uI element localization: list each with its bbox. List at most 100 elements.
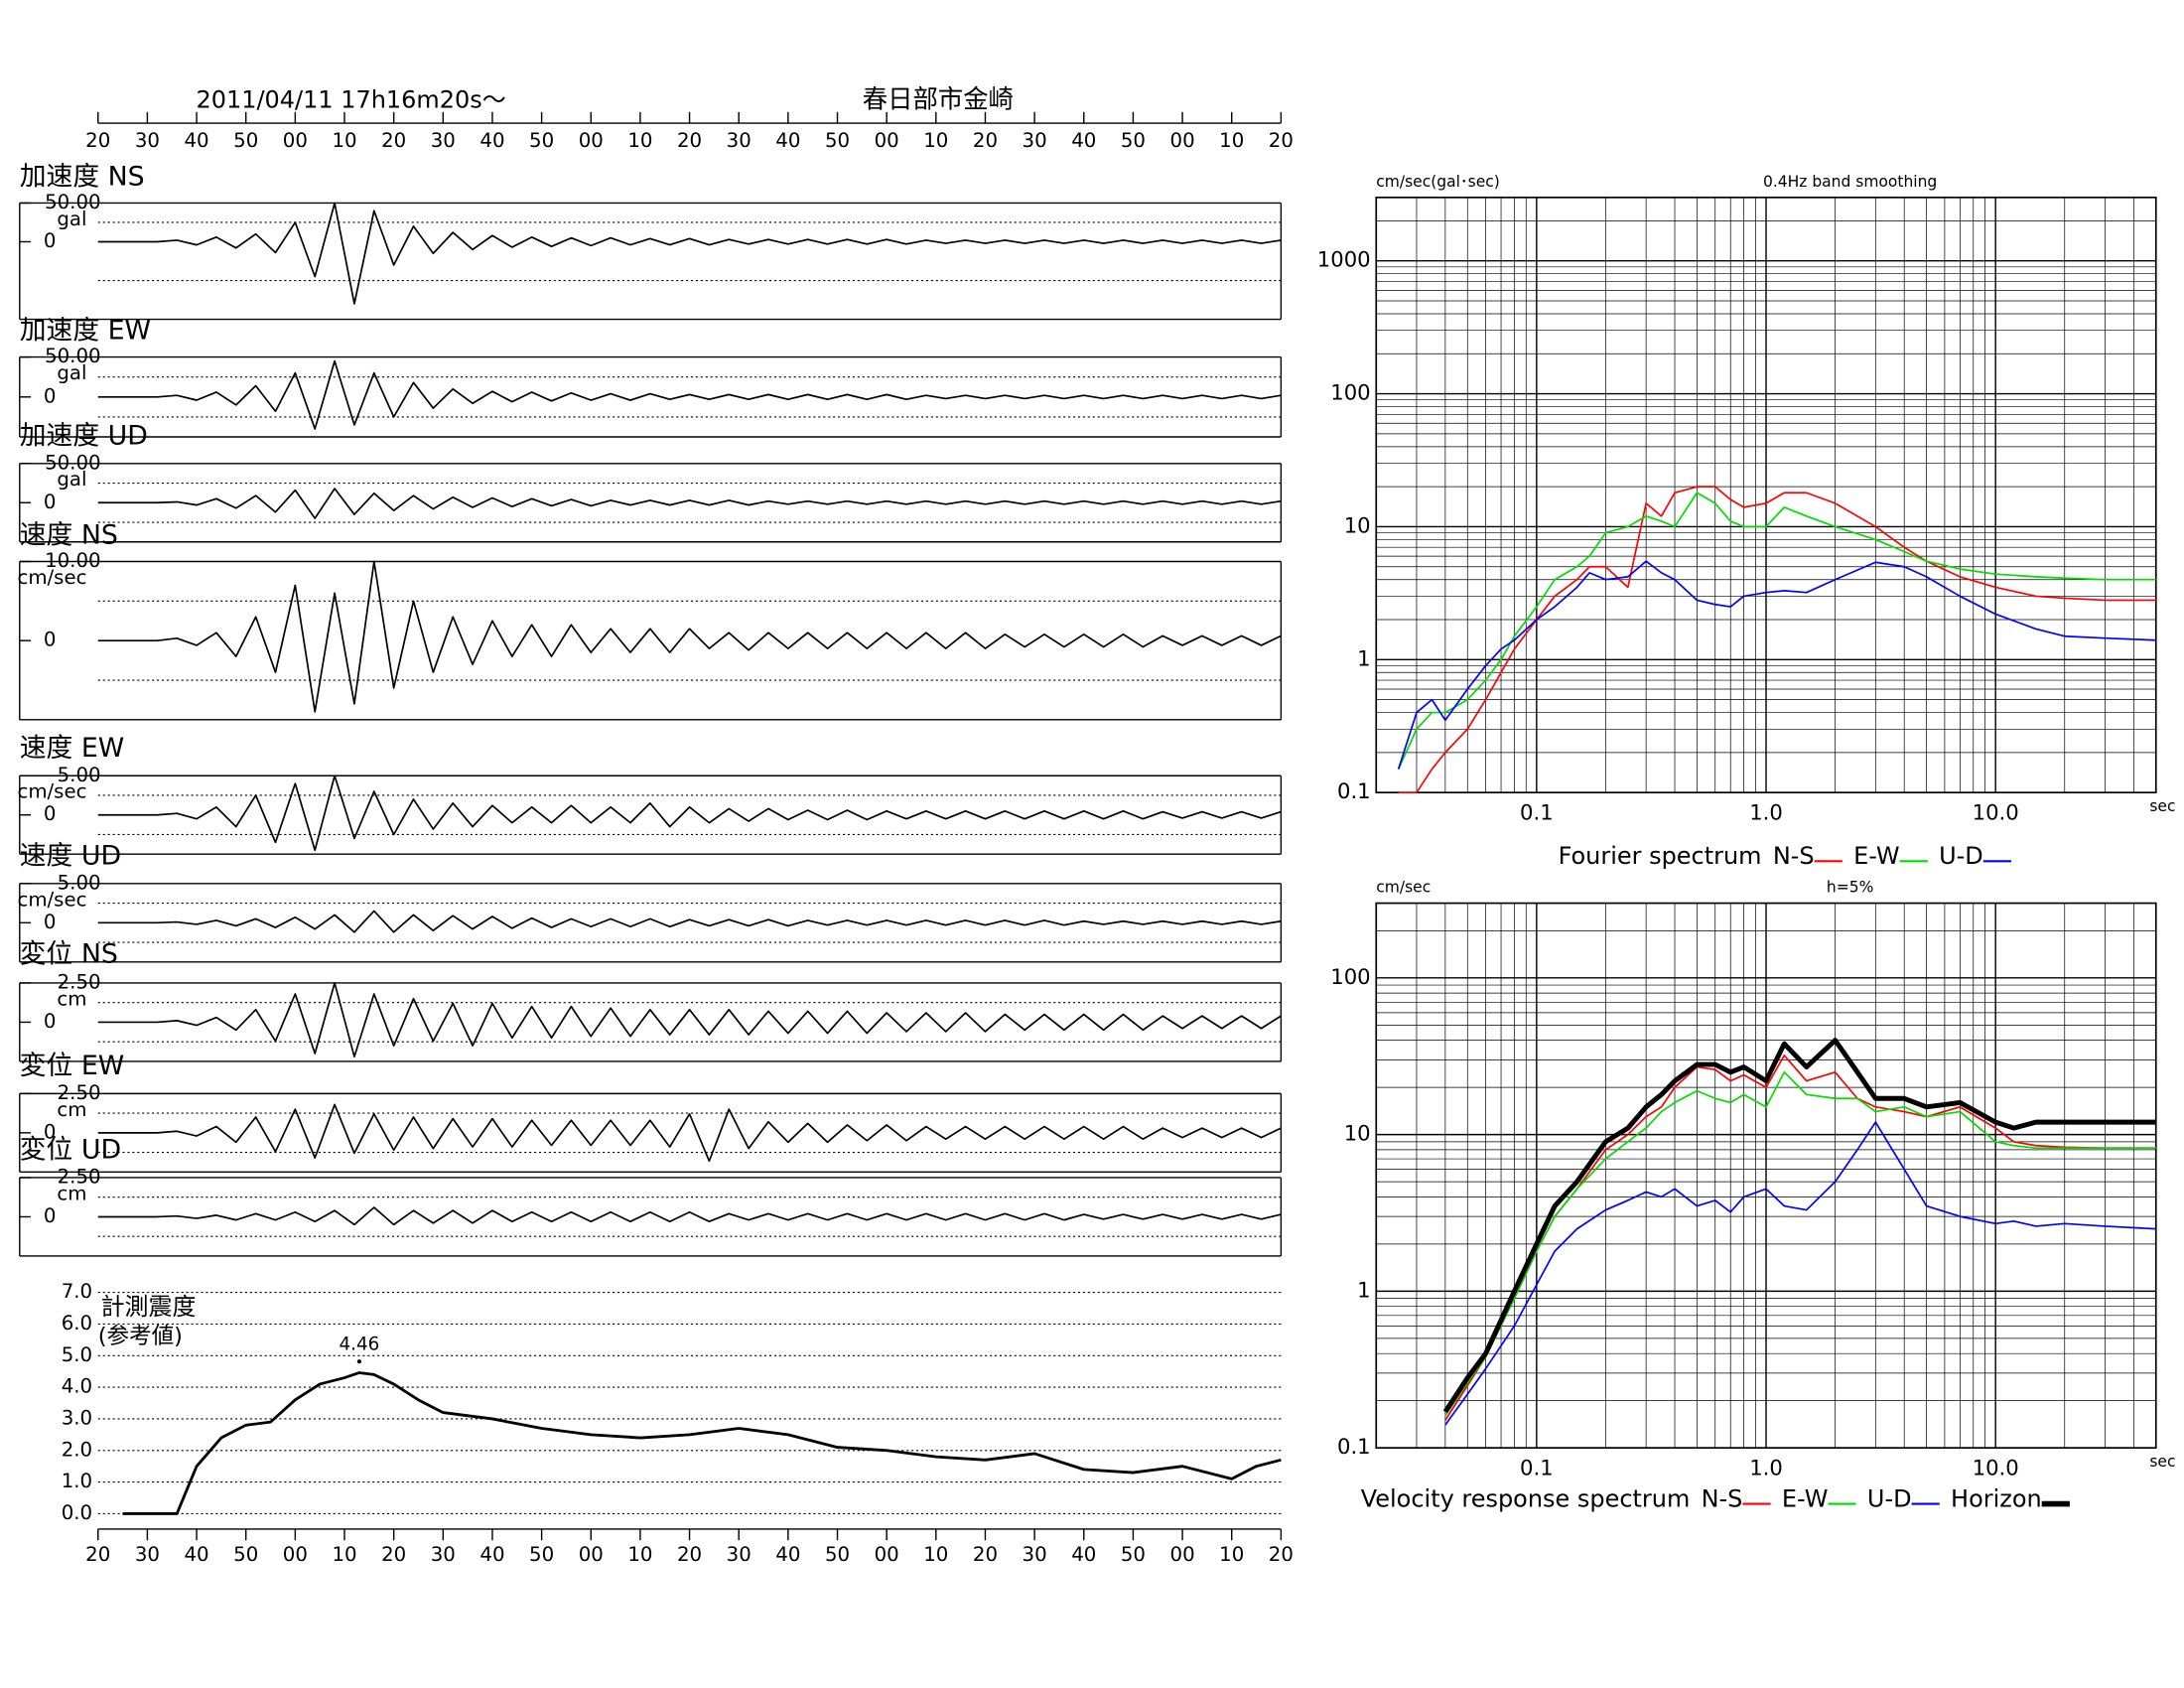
y-tick-label: 1 [1357,1277,1370,1302]
y-tick-label: 0 [44,1204,57,1227]
x-tick-label: 30 [431,1543,456,1566]
x-tick-label: 40 [775,129,800,152]
panel-unit: gal [57,361,86,384]
waveform-trace [97,560,1282,713]
x-tick-label: 20 [973,1543,998,1566]
y-tick-label: 3.0 [62,1406,92,1429]
chart-title: 計測震度 [101,1293,197,1321]
x-tick-label: 10 [627,129,652,152]
panel-unit: cm [57,1182,86,1204]
y-tick-label: 4.0 [62,1375,92,1398]
x-tick-label: 30 [431,129,456,152]
y-tick-label: 0 [44,384,57,407]
waveform-trace [97,1103,1282,1163]
y-tick-label: 2.50 [58,1165,101,1188]
panel-unit: cm/sec [17,566,86,589]
panel-label: 変位 NS [20,938,118,969]
chart-subtitle: (参考値) [98,1324,183,1349]
x-tick-label: 00 [579,1543,604,1566]
y-axis-unit: cm/sec [1376,879,1431,897]
panel-label: 加速度 NS [20,162,145,193]
y-tick-label: 2.50 [58,1081,101,1104]
peak-dot [356,1359,362,1364]
x-tick-label: 40 [1071,1543,1096,1566]
x-tick-label: 30 [135,1543,160,1566]
x-tick-label: 0.1 [1520,1455,1554,1479]
y-axis-unit: cm/sec(gal･sec) [1376,173,1500,191]
x-tick-label: 40 [479,1543,504,1566]
x-tick-label: 10 [627,1543,652,1566]
y-tick-label: 2.50 [58,970,101,993]
panel-label: 変位 UD [20,1135,121,1166]
panel-label: 速度 EW [20,733,124,764]
y-tick-label: 1 [1357,645,1370,670]
x-tick-label: 30 [135,129,160,152]
y-tick-label: 5.0 [62,1343,92,1366]
y-tick-label: 2.0 [62,1438,92,1461]
x-tick-label: 10 [332,129,356,152]
x-tick-label: 20 [1269,129,1294,152]
peak-label: 4.46 [339,1334,379,1354]
record-title: 2011/04/11 17h16m20s～ [196,86,505,114]
legend-label: N-S [1702,1484,1743,1512]
legend-label: U-D [1939,842,1983,870]
x-tick-label: 50 [1121,129,1146,152]
spectrum-line [1397,560,2156,770]
x-tick-label: 10.0 [1973,1455,2019,1479]
panel-label: 変位 EW [20,1051,124,1081]
x-tick-label: 10 [1219,129,1244,152]
chart-subtitle: h=5% [1827,879,1873,897]
x-tick-label: 00 [1170,1543,1195,1566]
x-tick-label: 50 [1121,1543,1146,1566]
y-tick-label: 10.00 [45,549,100,572]
y-tick-label: 5.00 [58,871,101,894]
y-tick-label: 0 [44,229,57,252]
x-tick-label: 40 [184,1543,208,1566]
x-tick-label: 10.0 [1973,799,2019,824]
x-tick-label: 40 [184,129,208,152]
x-tick-label: 20 [85,129,110,152]
x-tick-label: 50 [233,1543,258,1566]
spectrum-line [1397,492,2156,770]
x-tick-label: 20 [85,1543,110,1566]
x-tick-label: 10 [923,1543,948,1566]
x-tick-label: 00 [875,129,899,152]
panel-unit: gal [57,468,86,491]
legend-title: Fourier spectrum [1559,842,1762,870]
y-tick-label: 10 [1344,1121,1371,1146]
legend-title: Velocity response spectrum [1361,1484,1691,1512]
panel-label: 速度 UD [20,841,121,872]
x-tick-label: 20 [973,129,998,152]
y-tick-label: 7.0 [62,1280,92,1303]
chart-subtitle: 0.4Hz band smoothing [1763,173,1937,191]
x-tick-label: 30 [727,1543,751,1566]
x-tick-label: 20 [677,129,702,152]
x-tick-label: 10 [923,129,948,152]
waveform-trace [97,359,1282,430]
x-tick-label: 00 [875,1543,899,1566]
y-tick-label: 0.1 [1337,1434,1371,1459]
legend-label: E-W [1853,842,1900,870]
x-tick-label: 40 [1071,129,1096,152]
spectrum-line [1444,1070,2156,1417]
panel-unit: cm [57,987,86,1010]
x-tick-label: 10 [332,1543,356,1566]
x-tick-label: 50 [529,1543,554,1566]
x-tick-label: 0.1 [1520,799,1554,824]
x-axis-unit: sec [2149,1453,2175,1471]
y-tick-label: 0 [44,491,57,513]
spectrum-line [1444,1121,2156,1426]
panel-label: 速度 NS [20,520,118,551]
legend-label: E-W [1782,1484,1829,1512]
x-tick-label: 1.0 [1749,1455,1783,1479]
x-tick-label: 20 [677,1543,702,1566]
x-tick-label: 20 [381,1543,406,1566]
y-tick-label: 100 [1330,964,1370,989]
legend-label: U-D [1867,1484,1912,1512]
y-tick-label: 1000 [1317,247,1371,272]
y-tick-label: 0 [44,911,57,933]
waveform-trace [97,982,1282,1058]
panel-unit: cm/sec [17,780,86,803]
x-tick-label: 00 [1170,129,1195,152]
y-tick-label: 0 [44,802,57,825]
